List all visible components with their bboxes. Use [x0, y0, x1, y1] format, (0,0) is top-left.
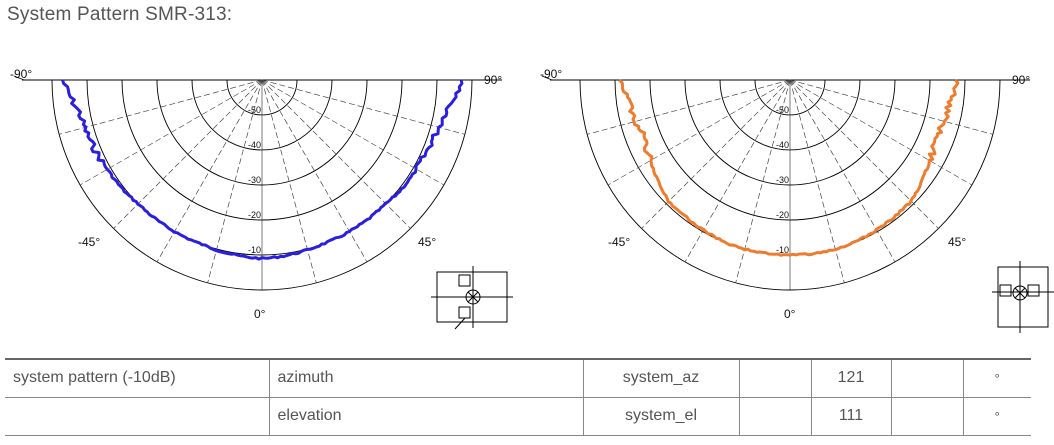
grid-spoke: [789, 79, 896, 263]
grid-spoke: [207, 79, 263, 283]
ring-label: -20: [776, 210, 789, 220]
label-plus-90: 90°: [484, 73, 502, 87]
label-minus-45: -45°: [608, 235, 630, 249]
elevation-polar-plot: -90° 90° -45° 45° 0° -50 -40 -30 -20 -10: [528, 62, 1054, 337]
unit-cell: °: [962, 396, 1031, 436]
ring-label: -30: [248, 175, 261, 185]
value-cell: 121: [810, 358, 891, 398]
variable-name: system_az: [582, 358, 739, 398]
table-row: elevation system_el 111 °: [5, 396, 1031, 436]
max-cell: [890, 358, 963, 398]
row-label: [5, 396, 269, 436]
pattern-name: azimuth: [268, 358, 583, 398]
speaker-position-diagram: [992, 261, 1054, 333]
ring-label: -10: [248, 245, 261, 255]
grid-spoke: [261, 79, 445, 186]
unit-cell: °: [962, 358, 1031, 398]
ring-label: -40: [248, 140, 261, 150]
pattern-name: elevation: [268, 396, 583, 436]
speaker-position-diagram: [431, 266, 513, 330]
grid-spoke: [261, 79, 317, 283]
label-minus-45: -45°: [78, 235, 100, 249]
azimuth-polar-chart: -90° 90° -45° 45° 0° -50 -40 -30 -20 -10: [10, 67, 513, 330]
label-minus-90: -90°: [10, 67, 32, 81]
min-cell: [738, 358, 811, 398]
grid-spoke: [684, 79, 791, 263]
grid-spoke: [789, 79, 973, 186]
system-pattern-table: system pattern (-10dB) azimuth system_az…: [5, 358, 1031, 436]
ring-label: -30: [776, 175, 789, 185]
ring-label: -40: [776, 140, 789, 150]
value-cell: 111: [810, 396, 891, 436]
grid-spoke: [641, 79, 791, 229]
elevation-polar-chart: -90° 90° -45° 45° 0° -50 -40 -30 -20 -10: [540, 67, 1054, 333]
row-label: system pattern (-10dB): [5, 358, 269, 398]
grid-spoke: [261, 79, 465, 135]
ring-label: -50: [776, 105, 789, 115]
ring-label: -50: [248, 105, 261, 115]
variable-name: system_el: [582, 396, 739, 436]
min-cell: [738, 396, 811, 436]
label-zero: 0°: [784, 307, 796, 321]
page-title: System Pattern SMR-313:: [7, 4, 233, 25]
grid-spoke: [113, 79, 263, 229]
azimuth-pattern-curve: [61, 79, 464, 261]
grid-spoke: [59, 79, 263, 135]
label-zero: 0°: [254, 307, 266, 321]
label-plus-90: 90°: [1012, 73, 1030, 87]
max-cell: [890, 396, 963, 436]
ring-label: -20: [248, 210, 261, 220]
elevation-pattern-curve: [618, 78, 960, 257]
label-plus-45: 45°: [948, 235, 966, 249]
label-plus-45: 45°: [418, 235, 436, 249]
ring-label: -10: [776, 245, 789, 255]
azimuth-polar-plot: -90° 90° -45° 45° 0° -50 -40 -30 -20 -10: [0, 62, 520, 337]
grid-spoke: [79, 79, 263, 186]
table-row: system pattern (-10dB) azimuth system_az…: [5, 358, 1031, 398]
label-minus-90: -90°: [540, 67, 562, 81]
